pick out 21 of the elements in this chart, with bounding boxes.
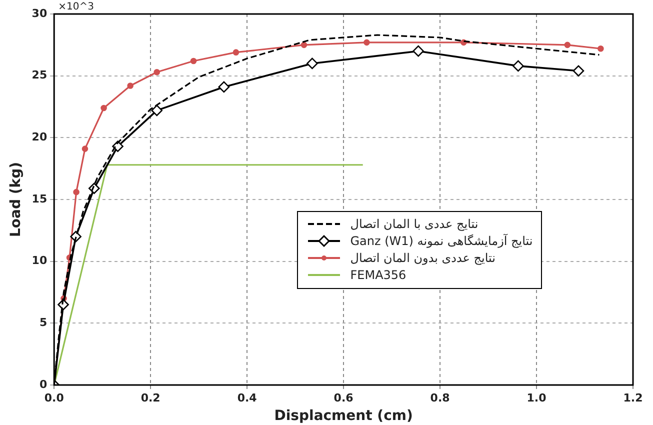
x-tick-label: 0.6 [334, 391, 354, 404]
x-tick-label: 0.0 [44, 391, 64, 404]
x-tick-label: 0.8 [430, 391, 450, 404]
y-tick-label: 15 [32, 192, 48, 206]
x-tick-label: 1.2 [623, 391, 643, 404]
y-axis-title: Load (kg) [8, 162, 24, 238]
y-tick-label: 5 [39, 316, 48, 330]
legend-label: نتایج آزمایشگاهی نمونه Ganz (W1) [350, 234, 533, 248]
y-tick-label: 0 [39, 378, 48, 391]
y-tick-label: 20 [32, 130, 48, 144]
y-tick-label: 30 [32, 6, 48, 20]
x-axis-title: Displacment (cm) [274, 408, 413, 424]
legend-label: نتایج عددی بدون المان اتصال [350, 251, 496, 266]
x-tick-label: 0.2 [140, 391, 160, 404]
x-tick-label: 1.0 [526, 391, 547, 404]
x-tick-label: 0.4 [237, 391, 258, 404]
y-tick-label: 10 [32, 254, 48, 268]
legend-label: نتایج عددی با المان اتصال [350, 217, 478, 232]
text: ×10^3 [58, 2, 94, 13]
y-tick-label: 25 [32, 68, 48, 82]
legend-label: FEMA356 [350, 268, 406, 282]
